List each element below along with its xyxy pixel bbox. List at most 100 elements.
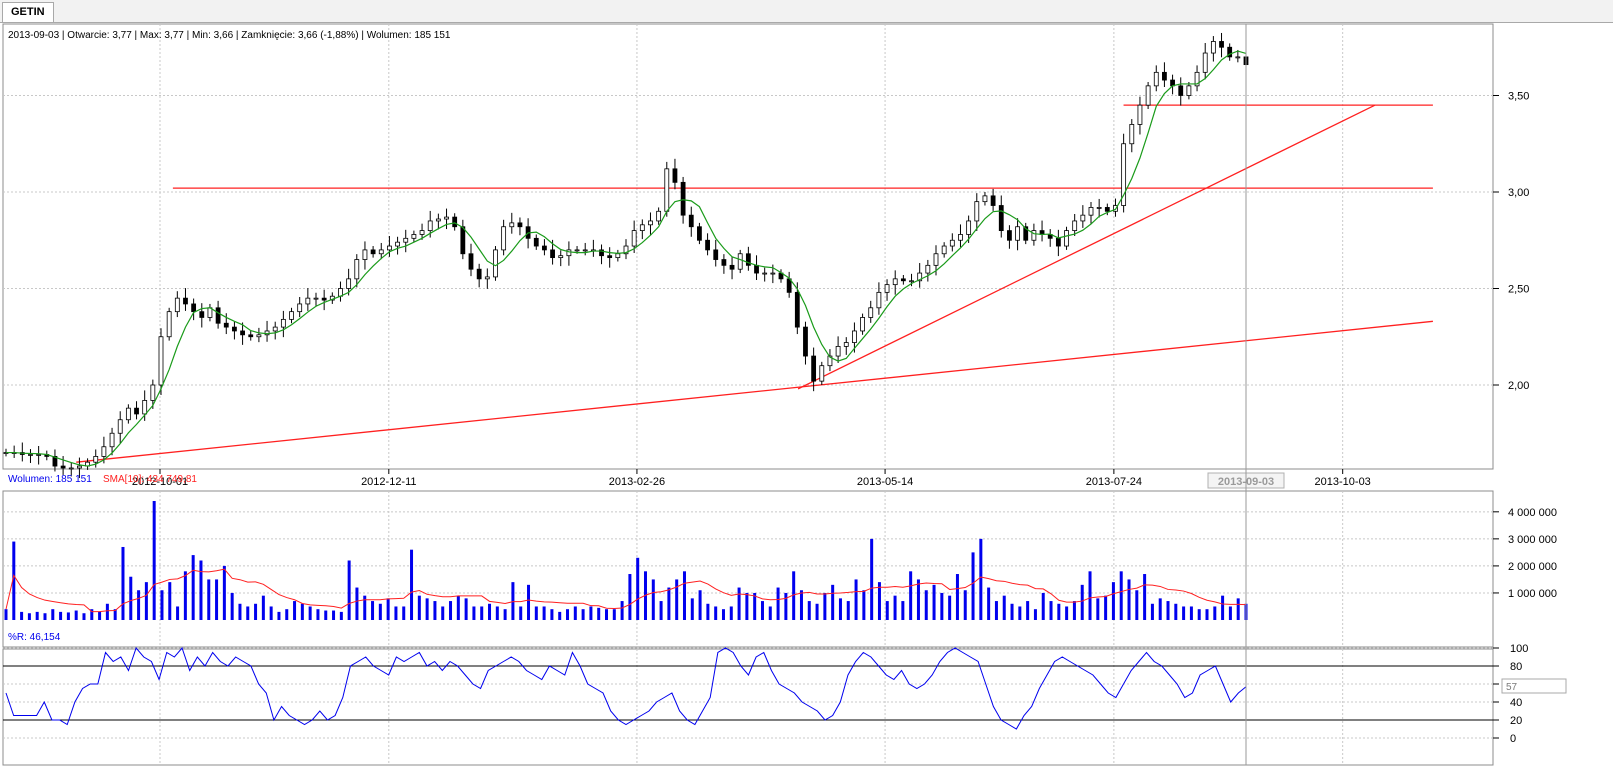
- candle-body: [811, 355, 817, 382]
- volume-bar: [558, 611, 562, 620]
- volume-bar: [456, 595, 460, 620]
- volume-bar: [261, 595, 265, 620]
- volume-bar: [706, 603, 710, 620]
- volume-bar: [1096, 598, 1100, 620]
- volume-bars: [4, 501, 1248, 620]
- candle-body: [982, 195, 988, 203]
- volume-bar: [35, 611, 39, 620]
- chart-area[interactable]: 2,00 2,50 3,00 3,50 2012-10-01 2012-12-11 2013…: [0, 23, 1613, 767]
- volume-bar: [792, 571, 796, 620]
- candle-body: [378, 249, 384, 255]
- volume-tick-label: 4 000 000: [1508, 507, 1557, 519]
- candle-body: [794, 291, 800, 328]
- volume-bar: [246, 606, 250, 620]
- volume-bar: [1041, 592, 1045, 620]
- wr-tick-label: 100: [1510, 643, 1528, 655]
- candle-body: [998, 205, 1004, 231]
- candle-body: [109, 432, 115, 448]
- candle-body: [280, 318, 286, 328]
- volume-bar: [137, 590, 141, 620]
- volume-bar: [324, 610, 328, 620]
- volume-bar: [714, 606, 718, 620]
- volume-bar: [410, 549, 414, 620]
- candle-body: [1080, 214, 1086, 222]
- volume-bar: [940, 592, 944, 620]
- wr-tick-label: 20: [1510, 715, 1522, 727]
- candle-body: [843, 342, 849, 347]
- candle-body: [876, 291, 882, 309]
- candle-body: [909, 280, 914, 283]
- candle-body: [835, 345, 841, 357]
- volume-bar: [1088, 571, 1092, 620]
- volume-bar: [433, 601, 437, 620]
- axis-labels: 2,00 2,50 3,00 3,50 2012-10-01 2012-12-11 2013…: [132, 91, 1557, 746]
- wr-tick-label: 40: [1510, 697, 1522, 709]
- candle-body: [60, 465, 66, 469]
- price-tick-label: 3,50: [1508, 91, 1529, 103]
- candle-body: [697, 226, 702, 241]
- candle-body: [313, 297, 319, 300]
- candle-body: [566, 249, 572, 257]
- volume-bar: [846, 601, 850, 620]
- candle-body: [607, 255, 613, 259]
- volume-bar: [916, 579, 920, 620]
- volume-bar: [1205, 609, 1209, 620]
- candle-body: [680, 181, 686, 216]
- price-tick-label: 2,00: [1508, 380, 1529, 392]
- candle-body: [1178, 85, 1184, 96]
- candle-body: [1194, 71, 1200, 87]
- candle-body: [949, 239, 955, 247]
- volume-bar: [152, 501, 156, 620]
- time-tick-label: 2013-10-03: [1315, 476, 1371, 488]
- volume-bar: [82, 613, 86, 620]
- candle-body: [1137, 104, 1143, 125]
- volume-bar: [862, 590, 866, 620]
- candle-body: [542, 245, 547, 251]
- volume-bar: [698, 590, 702, 620]
- price-info-line: 2013-09-03 | Otwarcie: 3,77 | Max: 3,77 …: [8, 30, 451, 41]
- annotation-line[interactable]: [76, 320, 1433, 463]
- price-panel: [2, 23, 1494, 470]
- candle-body: [272, 326, 278, 332]
- candle-body: [721, 259, 727, 266]
- candle-body: [174, 297, 180, 313]
- candle-body: [1186, 85, 1192, 96]
- candle-body: [990, 195, 996, 206]
- volume-bar: [534, 606, 538, 620]
- volume-bar: [59, 611, 63, 620]
- volume-bar: [1174, 603, 1178, 620]
- volume-bar: [332, 610, 336, 620]
- candle-body: [460, 226, 466, 255]
- volume-bar: [659, 601, 663, 620]
- tab-getin[interactable]: GETIN: [2, 2, 54, 22]
- volume-bar: [932, 584, 936, 620]
- time-tick-label: 2012-12-11: [361, 476, 416, 488]
- moving-average-path: [6, 50, 1247, 467]
- annotation-lines[interactable]: [76, 104, 1433, 463]
- volume-bar: [636, 557, 640, 620]
- volume-bar: [371, 601, 375, 620]
- volume-bar: [238, 603, 242, 620]
- volume-bar: [612, 609, 616, 620]
- volume-bar: [807, 601, 811, 620]
- candle-body: [1145, 85, 1151, 106]
- wr-line: [5, 647, 1247, 730]
- candle-body: [925, 264, 931, 274]
- candle-body: [387, 245, 392, 251]
- volume-bar: [98, 611, 102, 620]
- volume-tick-label: 3 000 000: [1508, 534, 1557, 546]
- candle-body: [623, 245, 629, 255]
- volume-bar: [160, 590, 164, 620]
- annotation-line[interactable]: [797, 104, 1376, 390]
- volume-bar: [760, 601, 764, 620]
- candle-body: [435, 218, 441, 222]
- volume-bar: [183, 571, 187, 620]
- candle-body: [599, 249, 604, 257]
- volume-bar: [176, 606, 180, 620]
- volume-bar: [963, 590, 967, 620]
- candle-body: [558, 255, 564, 259]
- volume-tick-label: 2 000 000: [1508, 561, 1557, 573]
- volume-bar: [1119, 571, 1123, 620]
- volume-bar: [480, 606, 484, 620]
- volume-bar: [495, 606, 499, 620]
